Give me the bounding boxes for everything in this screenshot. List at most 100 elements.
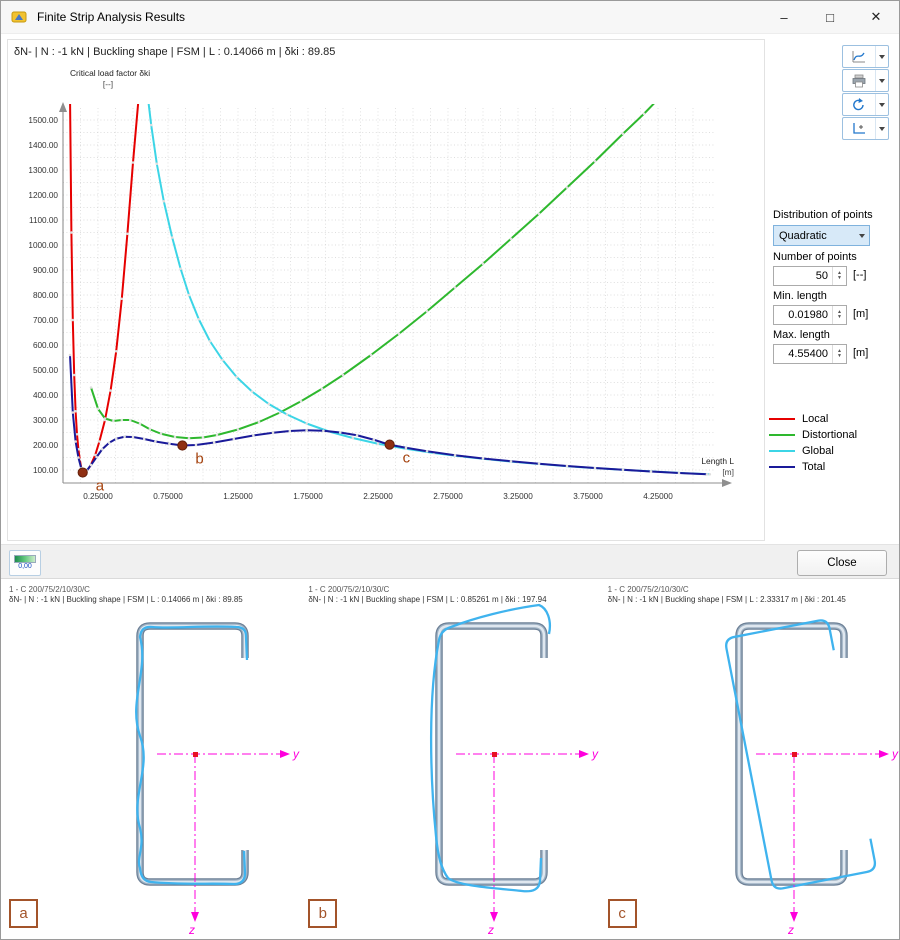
legend-item: Global bbox=[769, 443, 857, 459]
titlebar: Finite Strip Analysis Results – □ ✕ bbox=[1, 1, 899, 34]
max-length-unit-label: [m] bbox=[853, 347, 869, 359]
cross-section-view-b[interactable]: yz bbox=[344, 596, 602, 936]
svg-text:3.25000: 3.25000 bbox=[503, 492, 533, 501]
svg-text:z: z bbox=[188, 923, 195, 936]
footer-bar: 0,00 Close bbox=[1, 544, 899, 579]
app-icon bbox=[11, 11, 27, 23]
svg-text:Length L: Length L bbox=[701, 456, 734, 466]
buckling-panel-b[interactable]: 1 - C 200/75/2/10/30/C δN- | N : -1 kN |… bbox=[300, 580, 602, 939]
result-info-line: δN- | N : -1 kN | Buckling shape | FSM |… bbox=[14, 46, 336, 58]
svg-text:600.00: 600.00 bbox=[33, 341, 58, 350]
minimize-button[interactable]: – bbox=[780, 9, 788, 25]
spinner-arrows-icon[interactable]: ▲ ▼ bbox=[832, 345, 846, 363]
refresh-icon bbox=[843, 97, 875, 112]
svg-text:1400.00: 1400.00 bbox=[28, 141, 58, 150]
legend-line-sample bbox=[769, 434, 795, 436]
number-of-points-value: 50 bbox=[815, 270, 828, 282]
legend-label: Local bbox=[802, 413, 829, 425]
panel-letter-a: a bbox=[9, 899, 38, 928]
svg-text:y: y bbox=[891, 747, 899, 761]
close-button[interactable]: Close bbox=[797, 550, 887, 576]
min-length-value: 0.01980 bbox=[788, 309, 828, 321]
svg-text:Critical load factor δki: Critical load factor δki bbox=[70, 68, 150, 78]
dropdown-caret[interactable] bbox=[875, 118, 888, 139]
buckling-panel-c[interactable]: 1 - C 200/75/2/10/30/C δN- | N : -1 kN |… bbox=[600, 580, 900, 939]
panel-info: δN- | N : -1 kN | Buckling shape | FSM |… bbox=[9, 595, 243, 604]
panel-title: 1 - C 200/75/2/10/30/C bbox=[308, 585, 390, 594]
dropdown-caret[interactable] bbox=[875, 70, 888, 91]
svg-text:800.00: 800.00 bbox=[33, 291, 58, 300]
window-title: Finite Strip Analysis Results bbox=[37, 10, 186, 24]
svg-text:1200.00: 1200.00 bbox=[28, 191, 58, 200]
svg-text:1.25000: 1.25000 bbox=[223, 492, 253, 501]
chart-legend: Local Distortional Global Total bbox=[769, 411, 857, 475]
points-unit-label: [--] bbox=[853, 269, 867, 281]
chart-panel: δN- | N : -1 kN | Buckling shape | FSM |… bbox=[7, 39, 765, 541]
legend-item: Distortional bbox=[769, 427, 857, 443]
svg-text:1.75000: 1.75000 bbox=[293, 492, 323, 501]
cross-section-view-c[interactable]: yz bbox=[644, 596, 900, 936]
legend-label: Total bbox=[802, 461, 826, 473]
spinner-arrows-icon[interactable]: ▲ ▼ bbox=[832, 306, 846, 324]
svg-text:3.75000: 3.75000 bbox=[573, 492, 603, 501]
number-of-points-stepper[interactable]: 50 ▲ ▼ bbox=[773, 266, 847, 286]
svg-text:2.75000: 2.75000 bbox=[433, 492, 463, 501]
svg-text:a: a bbox=[96, 478, 105, 495]
axes-icon bbox=[843, 122, 875, 136]
svg-text:0.75000: 0.75000 bbox=[153, 492, 183, 501]
maximize-button[interactable]: □ bbox=[826, 9, 834, 25]
panel-title: 1 - C 200/75/2/10/30/C bbox=[9, 585, 90, 594]
svg-text:[--]: [--] bbox=[103, 79, 113, 89]
svg-text:200.00: 200.00 bbox=[33, 441, 58, 450]
signature-curve-chart[interactable]: 100.00 200.00 300.00 400.00 500.00 600.00 700.… bbox=[8, 62, 762, 534]
diagram-icon bbox=[843, 50, 875, 64]
precision-ruler-icon bbox=[14, 555, 36, 563]
svg-text:700.00: 700.00 bbox=[33, 316, 58, 325]
print-button[interactable] bbox=[842, 69, 889, 92]
close-window-button[interactable]: ✕ bbox=[870, 9, 882, 24]
svg-text:4.25000: 4.25000 bbox=[643, 492, 673, 501]
svg-text:100.00: 100.00 bbox=[33, 466, 58, 475]
svg-text:1300.00: 1300.00 bbox=[28, 166, 58, 175]
distribution-select[interactable]: Quadratic bbox=[773, 225, 870, 246]
svg-text:c: c bbox=[403, 450, 411, 467]
svg-text:400.00: 400.00 bbox=[33, 391, 58, 400]
buckling-panel-a[interactable]: 1 - C 200/75/2/10/30/C δN- | N : -1 kN |… bbox=[1, 580, 303, 939]
max-length-stepper[interactable]: 4.55400 ▲ ▼ bbox=[773, 344, 847, 364]
chevron-down-icon bbox=[855, 233, 869, 238]
refresh-button[interactable] bbox=[842, 93, 889, 116]
display-precision-button[interactable]: 0,00 bbox=[9, 550, 41, 576]
svg-text:0.25000: 0.25000 bbox=[83, 492, 113, 501]
panel-letter-c: c bbox=[607, 899, 637, 928]
panel-title: 1 - C 200/75/2/10/30/C bbox=[607, 585, 689, 594]
legend-line-sample bbox=[769, 450, 795, 452]
axes-settings-button[interactable] bbox=[842, 117, 889, 140]
svg-text:900.00: 900.00 bbox=[33, 266, 58, 275]
legend-line-sample bbox=[769, 466, 795, 468]
diagram-settings-button[interactable] bbox=[842, 45, 889, 68]
min-length-stepper[interactable]: 0.01980 ▲ ▼ bbox=[773, 305, 847, 325]
min-length-label: Min. length bbox=[773, 290, 827, 302]
dropdown-caret[interactable] bbox=[875, 94, 888, 115]
legend-line-sample bbox=[769, 418, 795, 420]
max-length-label: Max. length bbox=[773, 329, 830, 341]
cross-section-view-a[interactable]: yz bbox=[45, 596, 303, 936]
svg-text:1500.00: 1500.00 bbox=[28, 116, 58, 125]
svg-text:1000.00: 1000.00 bbox=[28, 241, 58, 250]
svg-text:z: z bbox=[487, 923, 494, 936]
legend-item: Local bbox=[769, 411, 857, 427]
dropdown-caret[interactable] bbox=[875, 46, 888, 67]
distribution-label: Distribution of points bbox=[773, 209, 873, 221]
spinner-arrows-icon[interactable]: ▲ ▼ bbox=[832, 267, 846, 285]
svg-text:1100.00: 1100.00 bbox=[29, 216, 58, 225]
number-of-points-label: Number of points bbox=[773, 251, 857, 263]
buckling-shape-panels: 1 - C 200/75/2/10/30/C δN- | N : -1 kN |… bbox=[1, 580, 900, 939]
svg-text:500.00: 500.00 bbox=[33, 366, 58, 375]
svg-text:b: b bbox=[195, 451, 203, 468]
svg-text:y: y bbox=[591, 747, 599, 761]
max-length-value: 4.55400 bbox=[788, 348, 828, 360]
svg-text:2.25000: 2.25000 bbox=[363, 492, 393, 501]
distribution-value: Quadratic bbox=[779, 229, 827, 242]
legend-label: Global bbox=[802, 445, 834, 457]
